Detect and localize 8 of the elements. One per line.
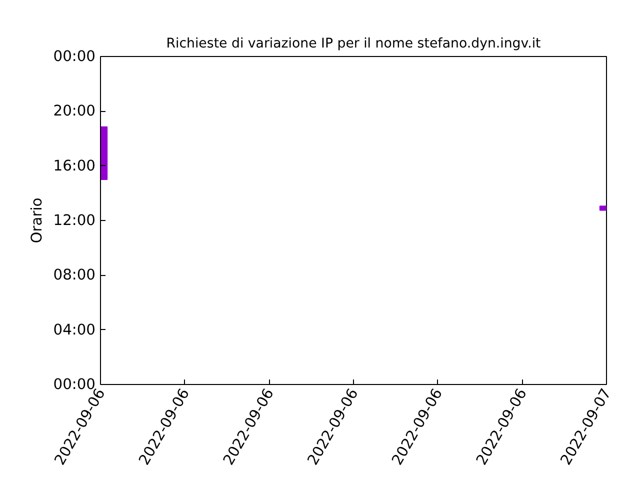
y-tick-label: 12:00 xyxy=(53,212,96,229)
y-tick-label: 04:00 xyxy=(53,321,96,338)
y-tick-label: 00:00 xyxy=(53,48,96,65)
y-axis-title: Orario xyxy=(28,198,46,244)
chart-title: Richieste di variazione IP per il nome stefano.dyn.ingv.it xyxy=(166,36,541,52)
y-tick-label: 20:00 xyxy=(53,102,96,120)
y-tick-label: 16:00 xyxy=(53,157,96,174)
y-tick-label: 08:00 xyxy=(53,266,96,284)
